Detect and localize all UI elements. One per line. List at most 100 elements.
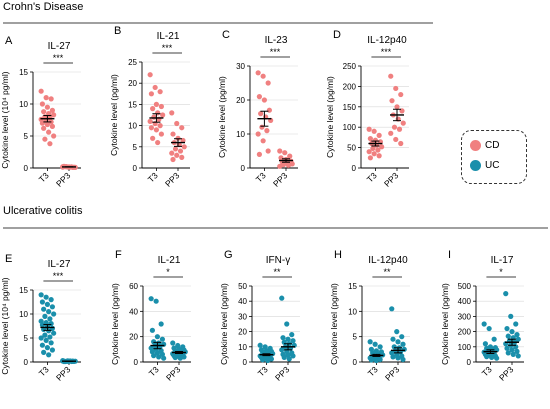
- data-point: [49, 304, 56, 310]
- data-point: [376, 132, 382, 138]
- legend: CD UC: [461, 130, 527, 184]
- x-tick-label-pp3: PP3: [497, 364, 516, 383]
- panel-d: D IL-12p40*** 0 50 100 150 200 250 Cytokine leve…: [325, 29, 409, 189]
- data-point: [49, 123, 56, 129]
- legend-swatch-uc: [470, 160, 481, 171]
- x-tick-label-t3: T3: [146, 170, 160, 184]
- data-point: [158, 321, 164, 327]
- data-point: [491, 336, 497, 342]
- data-point: [153, 127, 159, 133]
- data-point: [266, 107, 272, 113]
- data-point: [494, 355, 500, 361]
- y-axis-label-h: Cytokine level (pg/ml): [329, 283, 339, 365]
- panel-title-i: IL-17: [491, 255, 514, 266]
- x-tick-label-pp3: PP3: [164, 364, 183, 383]
- x-tick-label-pp3: PP3: [271, 170, 290, 189]
- y-tick-label: 10: [128, 122, 137, 131]
- data-point: [151, 114, 157, 120]
- data-point: [260, 357, 266, 363]
- data-point: [260, 73, 266, 79]
- significance-label-a: ***: [53, 53, 64, 63]
- y-tick-label: 150: [343, 103, 357, 112]
- data-point: [505, 350, 511, 356]
- data-point: [255, 70, 261, 76]
- legend-label-uc: UC: [485, 160, 500, 171]
- panel-title-f: IL-21: [158, 255, 181, 266]
- data-point: [46, 129, 52, 135]
- data-point: [484, 354, 490, 360]
- data-point: [265, 148, 271, 154]
- data-point: [265, 357, 271, 364]
- data-point: [504, 325, 510, 332]
- panel-title-h: IL-12p40: [368, 255, 408, 266]
- data-point: [398, 140, 404, 147]
- y-axis-label-d: Cytokine level (pg/ml): [325, 76, 335, 158]
- data-point: [172, 354, 178, 361]
- data-point: [287, 153, 293, 159]
- y-tick-label: 200: [458, 328, 472, 337]
- panel-a: A IL-27*** 0 5 10 15 Cytokine level (10⁴ pg/ml…: [0, 35, 81, 189]
- y-tick-label: 5: [353, 333, 358, 342]
- data-point: [181, 144, 187, 150]
- y-tick-label: 0: [24, 164, 29, 173]
- data-point: [388, 130, 394, 136]
- data-point: [153, 298, 159, 304]
- data-point: [285, 336, 291, 342]
- data-point: [172, 146, 179, 152]
- y-tick-label: 10: [19, 100, 28, 109]
- y-tick-label: 20: [129, 333, 138, 342]
- data-point: [282, 150, 288, 156]
- data-point: [44, 104, 51, 110]
- data-point: [390, 336, 396, 342]
- panel-e: E IL-27*** 0 5 10 15 Cytokine level (10⁴ pg/ml…: [0, 253, 81, 383]
- data-point: [47, 141, 53, 147]
- data-point: [43, 95, 49, 101]
- section-title-ulcerative-colitis: Ulcerative colitis: [3, 205, 83, 217]
- data-point: [375, 147, 381, 153]
- y-axis-label-b: Cytokine level (pg/ml): [109, 74, 119, 156]
- y-tick-label: 10: [236, 130, 245, 139]
- x-tick-label-pp3: PP3: [383, 364, 402, 383]
- data-point: [366, 126, 372, 132]
- data-point: [279, 295, 285, 301]
- data-point: [177, 355, 183, 361]
- legend-item-cd: CD: [470, 140, 499, 151]
- x-tick-label-pp3: PP3: [54, 170, 73, 189]
- section-title-crohns: Crohn's Disease: [3, 1, 83, 13]
- data-point: [396, 126, 403, 132]
- data-point: [39, 101, 46, 107]
- y-tick-label: 50: [347, 144, 356, 153]
- data-point: [486, 325, 492, 332]
- y-tick-label: 10: [348, 307, 357, 316]
- data-point: [277, 163, 283, 169]
- significance-label-e: ***: [53, 271, 64, 281]
- data-point: [47, 316, 53, 322]
- data-point: [514, 348, 520, 354]
- data-point: [170, 340, 176, 346]
- data-point: [148, 296, 154, 302]
- data-point: [367, 339, 373, 345]
- panel-title-e: IL-27: [48, 259, 71, 270]
- y-axis-label-f: Cytokine level (pg/ml): [110, 283, 120, 365]
- data-point: [489, 354, 495, 361]
- y-tick-label: 5: [24, 132, 29, 141]
- data-point: [482, 341, 488, 347]
- y-tick-label: 5: [24, 334, 29, 343]
- data-point: [48, 96, 54, 102]
- data-point: [377, 344, 383, 350]
- data-point: [153, 101, 159, 107]
- y-tick-label: 0: [352, 164, 357, 173]
- data-point: [259, 124, 265, 130]
- legend-item-uc: UC: [470, 160, 499, 171]
- data-point: [160, 112, 166, 118]
- data-point: [391, 124, 398, 130]
- data-point: [147, 118, 153, 124]
- legend-label-cd: CD: [485, 140, 500, 151]
- panel-letter-h: H: [334, 249, 342, 261]
- x-tick-label-t3: T3: [37, 364, 51, 378]
- panel-letter-b: B: [114, 25, 121, 37]
- y-tick-label: 15: [348, 282, 357, 291]
- data-point: [394, 329, 400, 335]
